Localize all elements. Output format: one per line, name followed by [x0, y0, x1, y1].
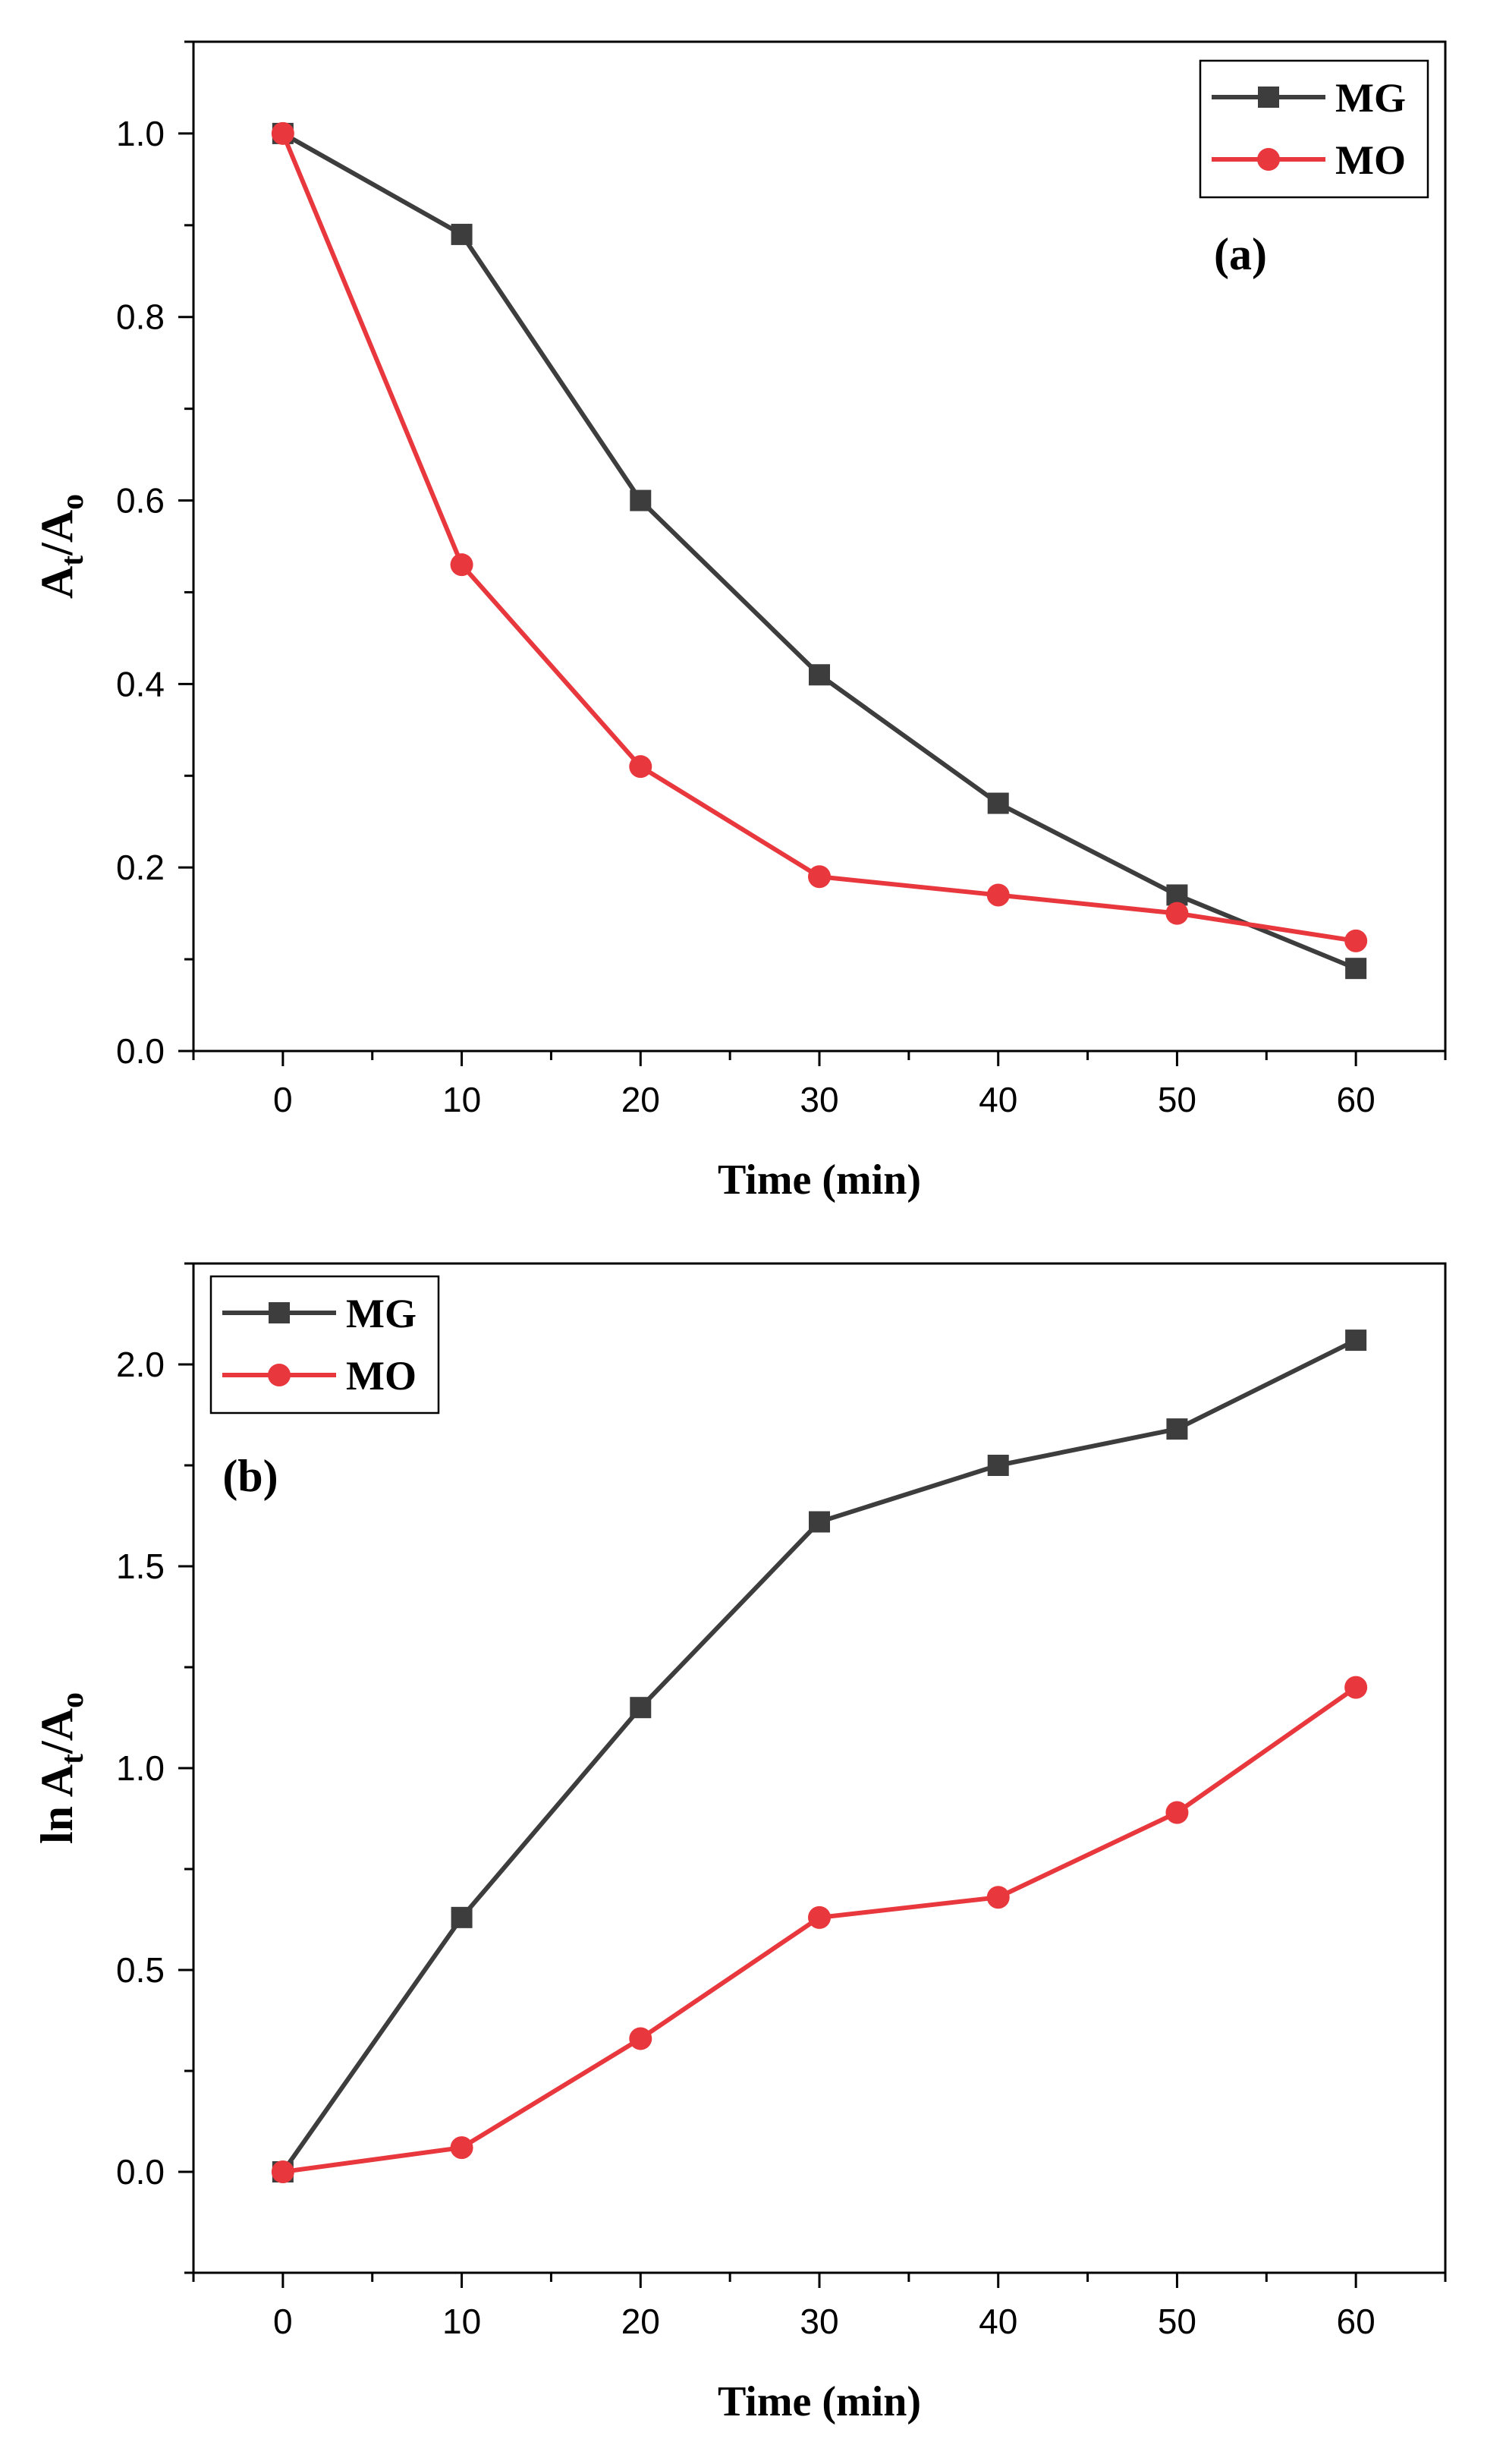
y-axis-title-subscript: o [55, 1692, 90, 1708]
x-tick-label: 10 [442, 2302, 481, 2341]
data-point-mg [987, 792, 1009, 814]
legend-label-mo: MO [1335, 137, 1406, 183]
data-point-mo [450, 553, 473, 577]
x-tick-label: 50 [1158, 1080, 1196, 1119]
y-axis-title: ln At/Ao [32, 1692, 90, 1844]
legend-label-mg: MG [1335, 75, 1406, 121]
data-point-mg [630, 1697, 652, 1719]
data-point-mo [271, 121, 294, 145]
data-point-mo [629, 2027, 652, 2050]
y-tick-label: 0.5 [116, 1950, 165, 1990]
x-tick-label: 50 [1158, 2302, 1196, 2341]
data-point-mg [630, 489, 652, 511]
panel-label: (a) [1214, 229, 1267, 279]
x-tick-label: 40 [979, 2302, 1017, 2341]
legend-marker-mo [268, 1364, 291, 1386]
legend-box [209, 1275, 440, 1415]
x-tick-label: 0 [273, 2302, 293, 2341]
y-axis-title-subscript: o [55, 494, 90, 510]
y-tick-label: 0.0 [116, 1031, 165, 1071]
series-line-mo [282, 1685, 1357, 2174]
x-tick-label: 30 [800, 1080, 838, 1119]
y-axis-title-part: A [32, 566, 82, 599]
y-axis-title-subscript: t [55, 1754, 90, 1764]
legend-label-mg: MG [346, 1291, 417, 1336]
series-line-mg [281, 1338, 1357, 2173]
y-tick-label: 0.4 [116, 664, 165, 703]
y-tick-label: 1.5 [116, 1547, 165, 1586]
y-tick-label: 1.0 [116, 114, 165, 153]
data-point-mo [1344, 929, 1368, 952]
x-tick-label: 60 [1337, 2302, 1376, 2341]
y-axis-title-part: /A [32, 1708, 82, 1754]
legend-box [1199, 59, 1429, 199]
y-tick-label: 0.2 [116, 848, 165, 887]
legend: MG MO [1199, 59, 1429, 199]
x-tick-label: 40 [979, 1080, 1017, 1119]
data-point-mo [986, 883, 1010, 907]
y-tick-label: 0.0 [116, 2152, 165, 2192]
panel-label: (b) [222, 1451, 278, 1501]
x-axis-title: Time (min) [718, 2378, 921, 2425]
x-tick-label: 20 [621, 1080, 660, 1119]
data-point-mg [1166, 1418, 1188, 1440]
legend: MG MO [209, 1275, 440, 1415]
series-line-mo [281, 132, 1357, 943]
data-point-mo [808, 1905, 831, 1929]
data-point-mo [450, 2136, 473, 2160]
y-axis-title-subscript: t [55, 555, 90, 566]
data-point-mg [1345, 958, 1367, 980]
y-tick-label: 0.8 [116, 297, 165, 337]
x-tick-label: 60 [1337, 1080, 1376, 1119]
legend-marker-mg [269, 1302, 290, 1323]
data-point-mg [1345, 1330, 1367, 1352]
chart-panel-a: 0 10 20 30 40 50 60 0.0 0.2 0.4 0.6 0.8 1.0 Time (min… [32, 40, 1447, 1204]
data-point-mg [451, 223, 473, 245]
data-point-mg [809, 664, 830, 686]
data-point-mg [987, 1455, 1009, 1476]
data-point-mo [1165, 902, 1189, 925]
y-tick-label: 0.6 [116, 481, 165, 521]
plot-frame [192, 1262, 1447, 2274]
y-axis-title-part: /A [32, 510, 82, 556]
data-point-mo [271, 2160, 294, 2183]
legend-marker-mo [1257, 148, 1280, 171]
data-point-mo [986, 1886, 1010, 1909]
x-tick-label: 0 [273, 1080, 293, 1119]
legend-label-mo: MO [346, 1353, 417, 1399]
data-point-mo [1165, 1801, 1189, 1824]
y-tick-label: 1.0 [116, 1748, 165, 1788]
data-point-mo [1344, 1676, 1368, 1699]
y-axis-title-part: ln A [32, 1764, 82, 1844]
chart-panel-b: 0 10 20 30 40 50 60 0.0 0.5 1.0 1.5 2.0 Time (min) ln… [32, 1262, 1447, 2425]
y-axis-title: At/Ao [32, 494, 90, 599]
y-tick-label: 2.0 [116, 1345, 165, 1384]
x-tick-label: 30 [800, 2302, 838, 2341]
data-point-mg [451, 1906, 473, 1928]
x-axis-title: Time (min) [718, 1156, 921, 1204]
series-line-mg [281, 131, 1357, 971]
x-tick-label: 10 [442, 1080, 481, 1119]
data-point-mo [808, 865, 831, 889]
x-tick-label: 20 [621, 2302, 660, 2341]
legend-marker-mg [1258, 87, 1279, 108]
data-point-mg [809, 1511, 830, 1533]
data-point-mo [629, 755, 652, 779]
